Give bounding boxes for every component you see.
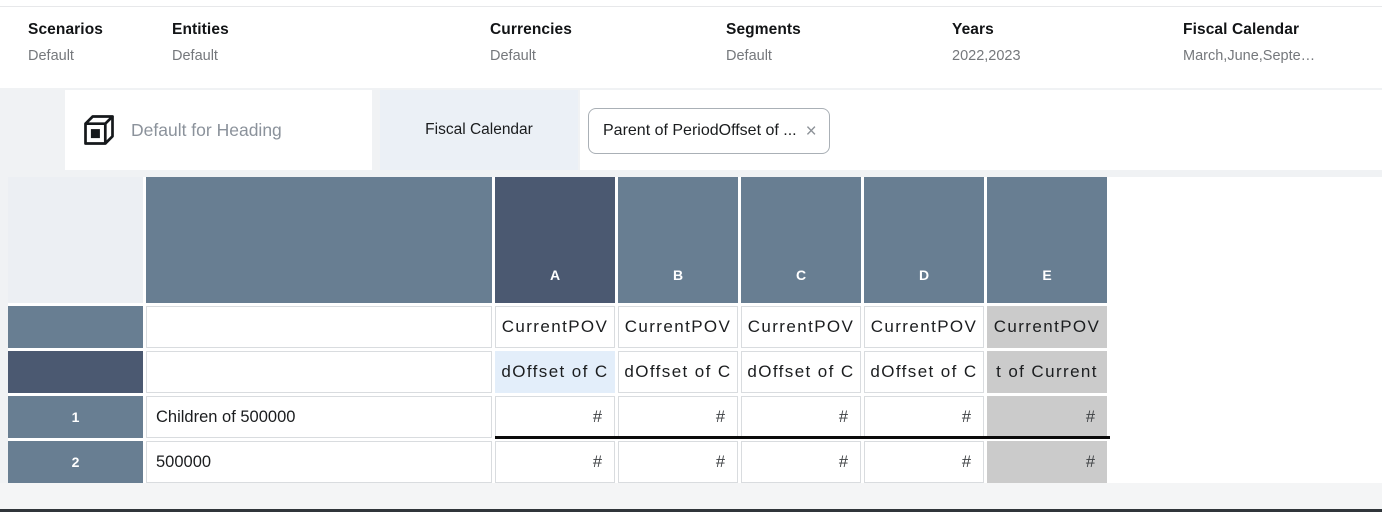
data-cell[interactable]: # xyxy=(495,441,615,483)
data-cell[interactable]: # xyxy=(864,396,984,438)
pov-item-scenarios[interactable]: Scenarios Default xyxy=(28,21,103,64)
pov-bar: Scenarios Default Entities Default Curre… xyxy=(0,7,1382,89)
pov-label: Years xyxy=(952,21,994,38)
row-number[interactable]: 1 xyxy=(8,396,143,438)
cube-selector[interactable]: Default for Heading xyxy=(65,90,372,170)
grid-corner-cell[interactable] xyxy=(8,177,143,303)
data-cell[interactable]: # xyxy=(741,396,861,438)
data-cell[interactable]: # xyxy=(618,396,738,438)
data-cell[interactable]: # xyxy=(618,441,738,483)
pov-item-years[interactable]: Years 2022,2023 xyxy=(952,21,1021,64)
pov-value[interactable]: March,June,Septe… xyxy=(1183,48,1316,64)
pov-label: Segments xyxy=(726,21,801,38)
pov-value[interactable]: 2022,2023 xyxy=(952,48,1021,64)
pov-item-currencies[interactable]: Currencies Default xyxy=(490,21,572,64)
column-header-C[interactable]: C xyxy=(741,177,861,303)
dim-cell[interactable]: CurrentPOV xyxy=(495,306,615,348)
pov-item-entities[interactable]: Entities Default xyxy=(172,21,229,64)
row-number[interactable]: 2 xyxy=(8,441,143,483)
pov-value[interactable]: Default xyxy=(172,48,218,64)
dim-cell[interactable]: dOffset of C xyxy=(864,351,984,393)
pov-label: Scenarios xyxy=(28,21,103,38)
dim-cell[interactable]: CurrentPOV xyxy=(618,306,738,348)
data-cell[interactable]: # xyxy=(495,396,615,438)
dim-cell-highlighted[interactable]: CurrentPOV xyxy=(987,306,1107,348)
cube-icon xyxy=(84,115,114,145)
pov-value[interactable]: Default xyxy=(28,48,74,64)
dim-row1-name[interactable] xyxy=(146,306,492,348)
member-chip-label: Parent of PeriodOffset of ... xyxy=(603,122,797,139)
dim-row2-name[interactable] xyxy=(146,351,492,393)
column-header-B[interactable]: B xyxy=(618,177,738,303)
pov-item-segments[interactable]: Segments Default xyxy=(726,21,801,64)
tab-fiscal-calendar[interactable]: Fiscal Calendar xyxy=(380,90,578,170)
column-header-D[interactable]: D xyxy=(864,177,984,303)
column-header-A[interactable]: A xyxy=(495,177,615,303)
row-name[interactable]: 500000 xyxy=(146,441,492,483)
data-cell[interactable]: # xyxy=(864,441,984,483)
member-chip[interactable]: Parent of PeriodOffset of ... × xyxy=(588,108,830,154)
pov-value[interactable]: Default xyxy=(490,48,536,64)
pov-label: Fiscal Calendar xyxy=(1183,21,1300,38)
footer-band xyxy=(0,483,1382,509)
pov-label: Entities xyxy=(172,21,229,38)
dim-row1-header[interactable] xyxy=(8,306,143,348)
dim-cell[interactable]: dOffset of C xyxy=(618,351,738,393)
dim-cell[interactable]: dOffset of C xyxy=(741,351,861,393)
data-cell-highlighted[interactable]: # xyxy=(987,441,1107,483)
cube-selector-label: Default for Heading xyxy=(131,119,282,140)
row-header-band[interactable] xyxy=(146,177,492,303)
column-header-E[interactable]: E xyxy=(987,177,1107,303)
design-grid: A B C D E CurrentPOV CurrentPOV CurrentP… xyxy=(8,177,1107,483)
dim-cell[interactable]: CurrentPOV xyxy=(741,306,861,348)
dim-cell-selected[interactable]: dOffset of C xyxy=(495,351,615,393)
window-bottom-border xyxy=(0,509,1382,512)
member-chip-area: Parent of PeriodOffset of ... × xyxy=(580,90,1382,170)
pov-label: Currencies xyxy=(490,21,572,38)
data-cell-highlighted[interactable]: # xyxy=(987,396,1107,438)
row1-bottom-border xyxy=(495,436,1110,439)
dim-cell[interactable]: CurrentPOV xyxy=(864,306,984,348)
pov-item-fiscal-calendar[interactable]: Fiscal Calendar March,June,Septe… xyxy=(1183,21,1315,64)
chip-close-icon[interactable]: × xyxy=(805,120,817,142)
pov-value[interactable]: Default xyxy=(726,48,772,64)
grid-left-gutter xyxy=(0,177,8,483)
window-top-border xyxy=(0,6,1382,7)
dim-row2-header[interactable] xyxy=(8,351,143,393)
dim-cell-highlighted[interactable]: t of Current xyxy=(987,351,1107,393)
data-cell[interactable]: # xyxy=(741,441,861,483)
row-name[interactable]: Children of 500000 xyxy=(146,396,492,438)
designer-toolbar: Default for Heading Fiscal Calendar Pare… xyxy=(0,88,1382,177)
